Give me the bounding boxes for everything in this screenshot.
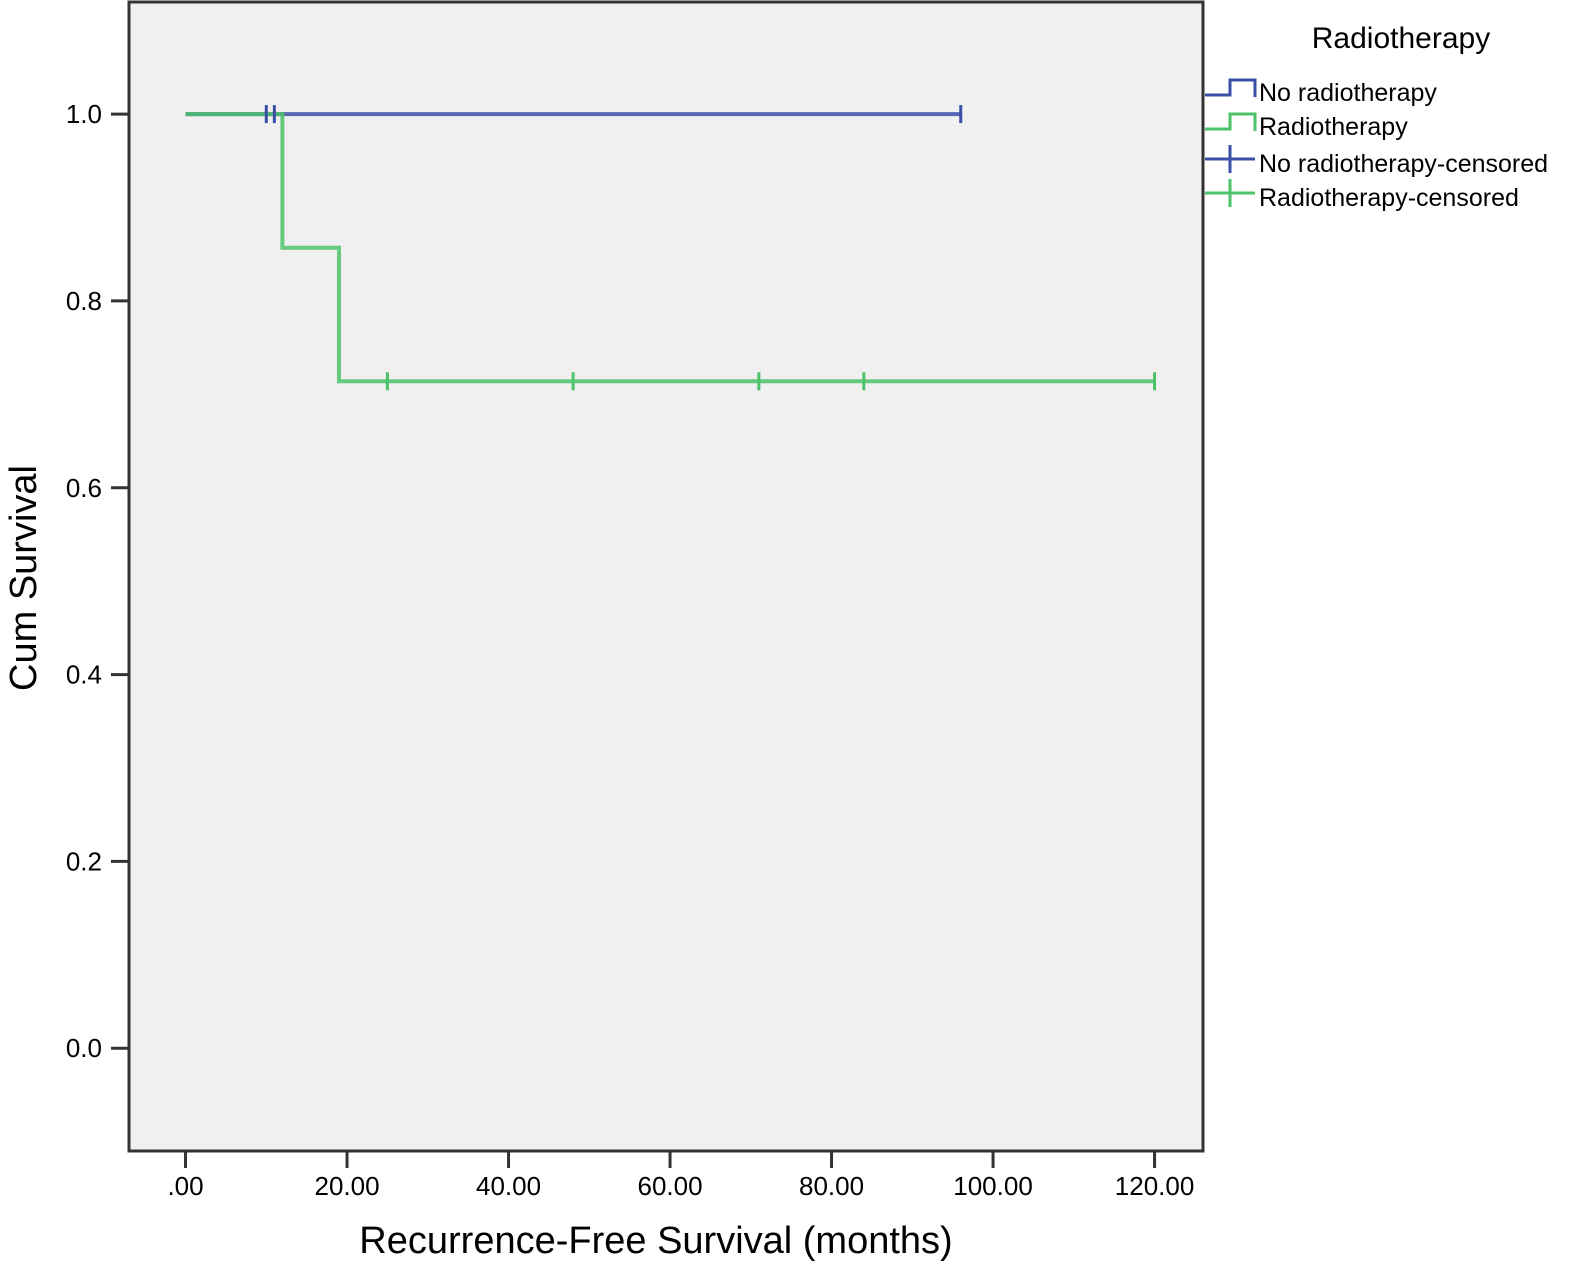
y-axis: 0.0 0.2 0.4 0.6 0.8 1.0 — [66, 99, 129, 1063]
legend-label-no-radiotherapy: No radiotherapy — [1259, 79, 1437, 107]
legend-title: Radiotherapy — [1312, 22, 1490, 55]
legend-swatch-radiotherapy — [1205, 112, 1257, 131]
x-tick-label: .00 — [167, 1171, 203, 1201]
censor-layer — [264, 105, 1157, 391]
legend-label-radiotherapy: Radiotherapy — [1259, 113, 1408, 141]
x-axis-title: Recurrence-Free Survival (months) — [359, 1220, 952, 1262]
x-axis: .00 20.00 40.00 60.00 80.00 100.00 120.00 — [167, 1151, 1194, 1201]
legend: Radiotherapy No radiotherapy Radiotherapy… — [1205, 22, 1548, 212]
y-tick-label: 0.4 — [66, 660, 102, 690]
y-tick-label: 0.0 — [66, 1033, 102, 1063]
plot-area — [127, 0, 1205, 1153]
legend-label-radiotherapy-censored: Radiotherapy-censored — [1259, 184, 1519, 212]
legend-entries: No radiotherapy Radiotherapy No radiothera… — [1205, 78, 1548, 212]
y-tick-label: 0.2 — [66, 846, 102, 876]
y-tick-label: 1.0 — [66, 99, 102, 129]
y-axis-title: Cum Survival — [3, 465, 45, 691]
y-tick-label: 0.6 — [66, 473, 102, 503]
legend-label-no-radiotherapy-censored: No radiotherapy-censored — [1259, 150, 1548, 178]
x-tick-label: 120.00 — [1115, 1171, 1195, 1201]
legend-swatch-no-radiotherapy — [1205, 78, 1257, 97]
x-tick-label: 20.00 — [314, 1171, 379, 1201]
x-tick-label: 80.00 — [799, 1171, 864, 1201]
x-tick-label: 40.00 — [476, 1171, 541, 1201]
x-tick-label: 100.00 — [953, 1171, 1033, 1201]
x-tick-label: 60.00 — [637, 1171, 702, 1201]
y-tick-label: 0.8 — [66, 286, 102, 316]
